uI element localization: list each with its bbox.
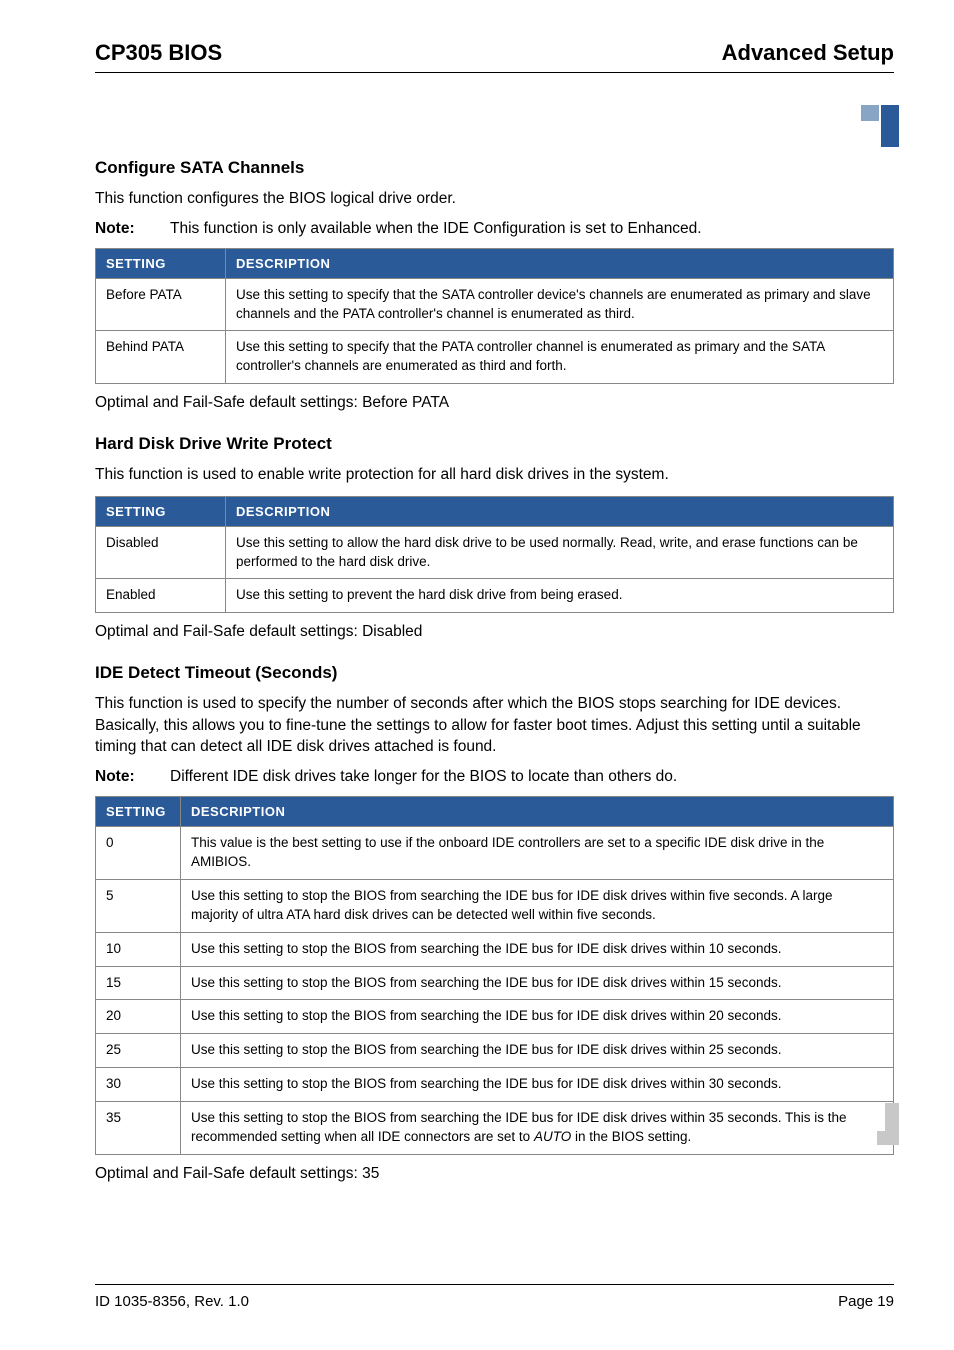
bottom-corner-decoration <box>877 1103 899 1145</box>
table-row: 35Use this setting to stop the BIOS from… <box>96 1102 894 1155</box>
th-description: DESCRIPTION <box>226 496 894 526</box>
default-hdd: Optimal and Fail-Safe default settings: … <box>95 621 894 643</box>
section-intro-ide: This function is used to specify the num… <box>95 693 894 758</box>
cell-setting: 35 <box>96 1102 181 1155</box>
table-row: 20Use this setting to stop the BIOS from… <box>96 1000 894 1034</box>
page-footer: ID 1035-8356, Rev. 1.0 Page 19 <box>95 1284 894 1310</box>
cell-setting: Enabled <box>96 579 226 613</box>
cell-setting: 10 <box>96 932 181 966</box>
corner-logo <box>857 105 899 147</box>
cell-desc: Use this setting to stop the BIOS from s… <box>181 1068 894 1102</box>
content: Configure SATA Channels This function co… <box>95 158 894 1185</box>
cell-setting: 20 <box>96 1000 181 1034</box>
cell-desc: Use this setting to stop the BIOS from s… <box>181 1102 894 1155</box>
note-text: This function is only available when the… <box>170 220 702 238</box>
th-setting: SETTING <box>96 797 181 827</box>
section-intro-sata: This function configures the BIOS logica… <box>95 188 894 210</box>
table-row: Before PATA Use this setting to specify … <box>96 278 894 331</box>
table-row: Behind PATA Use this setting to specify … <box>96 331 894 384</box>
table-row: 10Use this setting to stop the BIOS from… <box>96 932 894 966</box>
table-row: 0This value is the best setting to use i… <box>96 827 894 880</box>
section-title-hdd: Hard Disk Drive Write Protect <box>95 434 894 454</box>
table-row: Disabled Use this setting to allow the h… <box>96 526 894 579</box>
table-row: 5Use this setting to stop the BIOS from … <box>96 879 894 932</box>
header-right: Advanced Setup <box>722 40 894 66</box>
cell-setting: 5 <box>96 879 181 932</box>
table-sata: SETTING DESCRIPTION Before PATA Use this… <box>95 248 894 385</box>
cell-desc: Use this setting to stop the BIOS from s… <box>181 932 894 966</box>
note-label: Note: <box>95 220 170 238</box>
cell-desc: Use this setting to allow the hard disk … <box>226 526 894 579</box>
th-description: DESCRIPTION <box>181 797 894 827</box>
cell-setting: Before PATA <box>96 278 226 331</box>
page: CP305 BIOS Advanced Setup Configure SATA… <box>0 0 954 1255</box>
note-text: Different IDE disk drives take longer fo… <box>170 768 677 786</box>
cell-desc: Use this setting to specify that the PAT… <box>226 331 894 384</box>
table-hdd: SETTING DESCRIPTION Disabled Use this se… <box>95 496 894 614</box>
cell-desc: Use this setting to stop the BIOS from s… <box>181 1000 894 1034</box>
default-sata: Optimal and Fail-Safe default settings: … <box>95 392 894 414</box>
cell-setting: Disabled <box>96 526 226 579</box>
header-left: CP305 BIOS <box>95 40 222 66</box>
page-header: CP305 BIOS Advanced Setup <box>95 40 894 73</box>
cell-desc: Use this setting to stop the BIOS from s… <box>181 1034 894 1068</box>
note-sata: Note: This function is only available wh… <box>95 220 894 238</box>
th-setting: SETTING <box>96 496 226 526</box>
default-ide: Optimal and Fail-Safe default settings: … <box>95 1163 894 1185</box>
cell-setting: 0 <box>96 827 181 880</box>
cell-desc: Use this setting to stop the BIOS from s… <box>181 966 894 1000</box>
table-row: Enabled Use this setting to prevent the … <box>96 579 894 613</box>
note-label: Note: <box>95 768 170 786</box>
table-row: 30Use this setting to stop the BIOS from… <box>96 1068 894 1102</box>
cell-desc: Use this setting to specify that the SAT… <box>226 278 894 331</box>
cell-desc: Use this setting to stop the BIOS from s… <box>181 879 894 932</box>
corner-large <box>881 105 899 147</box>
section-title-ide: IDE Detect Timeout (Seconds) <box>95 663 894 683</box>
note-ide: Note: Different IDE disk drives take lon… <box>95 768 894 786</box>
corner-small <box>861 105 879 121</box>
th-description: DESCRIPTION <box>226 248 894 278</box>
th-setting: SETTING <box>96 248 226 278</box>
cell-desc: This value is the best setting to use if… <box>181 827 894 880</box>
section-intro-hdd: This function is used to enable write pr… <box>95 464 894 486</box>
table-row: 15Use this setting to stop the BIOS from… <box>96 966 894 1000</box>
cell-setting: Behind PATA <box>96 331 226 384</box>
footer-left: ID 1035-8356, Rev. 1.0 <box>95 1293 249 1310</box>
section-title-sata: Configure SATA Channels <box>95 158 894 178</box>
table-row: 25Use this setting to stop the BIOS from… <box>96 1034 894 1068</box>
cell-desc: Use this setting to prevent the hard dis… <box>226 579 894 613</box>
cell-setting: 30 <box>96 1068 181 1102</box>
footer-right: Page 19 <box>838 1293 894 1310</box>
cell-setting: 25 <box>96 1034 181 1068</box>
table-ide: SETTING DESCRIPTION 0This value is the b… <box>95 796 894 1155</box>
cell-setting: 15 <box>96 966 181 1000</box>
